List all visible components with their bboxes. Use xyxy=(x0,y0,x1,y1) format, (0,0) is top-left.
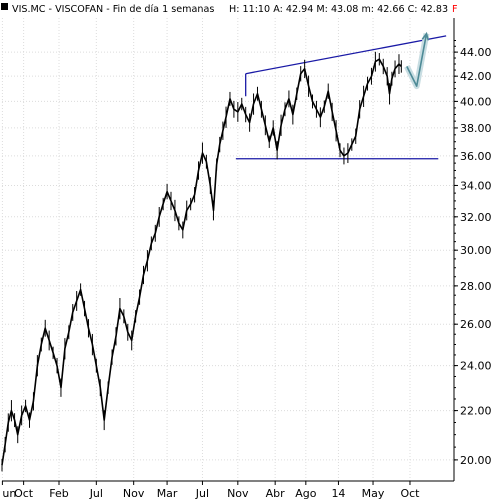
y-tick-label: 32.00 xyxy=(460,211,492,224)
x-tick-label: Feb xyxy=(49,487,68,499)
price-stats: H: 11:10 A: 42.94 M: 43.08 m: 42.66 C: 4… xyxy=(229,4,448,15)
x-tick-label: Jul xyxy=(89,487,103,499)
y-tick-label: 36.00 xyxy=(460,150,492,163)
chart-header: VIS.MC - VISCOFAN - Fin de día 1 semanas… xyxy=(1,3,458,15)
x-tick-label: Nov xyxy=(123,487,145,499)
trend-lines xyxy=(235,35,447,160)
y-tick-label: 24.00 xyxy=(460,360,492,373)
x-tick-label: Abr xyxy=(266,487,286,499)
close-flag: F xyxy=(452,4,458,15)
y-tick-label: 38.00 xyxy=(460,122,492,135)
y-tick-label: 44.00 xyxy=(460,46,492,59)
x-tick-label: 14 xyxy=(331,487,345,499)
y-tick-label: 40.00 xyxy=(460,95,492,108)
price-line xyxy=(1,58,402,466)
arrow-head xyxy=(421,31,430,41)
x-tick-label: Mar xyxy=(157,487,178,499)
chart-title: VIS.MC - VISCOFAN - Fin de día 1 semanas xyxy=(12,3,214,15)
x-tick-label: Ago xyxy=(295,487,317,499)
grid xyxy=(1,18,454,481)
y-tick-label: 20.00 xyxy=(460,454,492,467)
x-tick-label: un xyxy=(2,487,16,499)
y-tick-label: 26.00 xyxy=(460,318,492,331)
x-tick-label: Oct xyxy=(400,487,420,499)
resistance-trendline xyxy=(245,35,447,75)
projection-path xyxy=(406,33,428,87)
x-tick-label: Oct xyxy=(14,487,34,499)
y-tick-label: 42.00 xyxy=(460,70,492,83)
x-tick-label: Nov xyxy=(227,487,249,499)
y-tick-label: 28.00 xyxy=(460,280,492,293)
x-tick-label: Jul xyxy=(195,487,209,499)
y-tick-label: 30.00 xyxy=(460,244,492,257)
y-axis: 20.00 22.00 24.00 26.00 28.00 30.00 32.00 34.00… xyxy=(453,18,492,481)
x-tick-label: May xyxy=(362,487,385,499)
price-series xyxy=(1,51,402,472)
projection-arrow xyxy=(404,31,430,90)
y-tick-label: 34.00 xyxy=(460,179,492,192)
y-tick-label: 22.00 xyxy=(460,405,492,418)
